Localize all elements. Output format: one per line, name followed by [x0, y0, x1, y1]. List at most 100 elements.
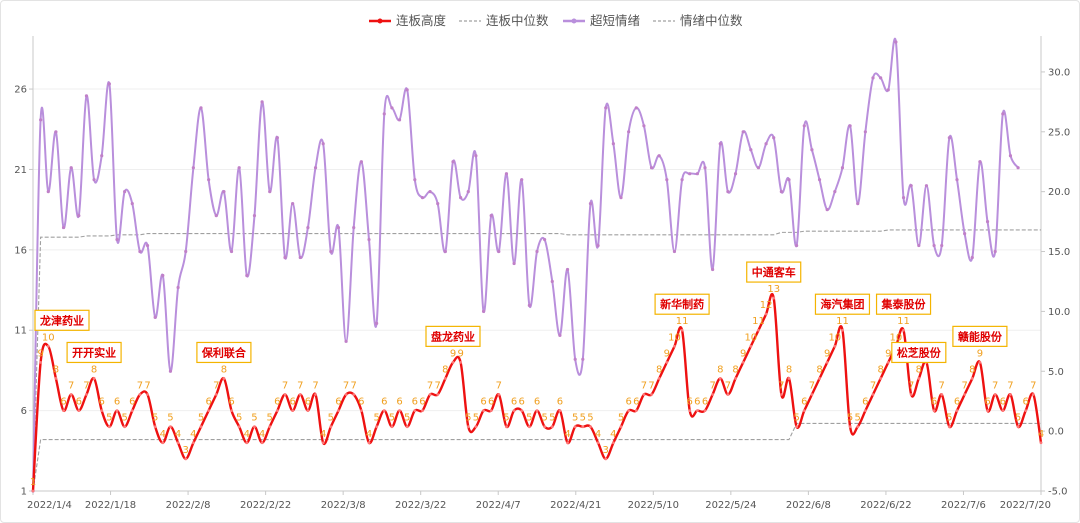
sentiment-point	[313, 166, 318, 170]
board-height-label: 6	[412, 397, 418, 408]
y-right-tick-label: 15.0	[1048, 247, 1070, 258]
board-height-label: 7	[282, 381, 288, 392]
board-median-line	[32, 422, 1041, 492]
board-height-label: 10	[744, 332, 757, 343]
board-height-label: 7	[343, 381, 349, 392]
sentiment-point	[512, 261, 516, 266]
board-height-label: 4	[320, 429, 326, 440]
legend-item[interactable]: 超短情绪	[563, 13, 640, 28]
board-height-label: 7	[725, 381, 731, 392]
board-height-label: 9	[37, 348, 43, 359]
board-height-label: 6	[335, 397, 341, 408]
sentiment-point	[947, 136, 951, 140]
board-height-label: 6	[511, 397, 517, 408]
sentiment-point	[39, 118, 43, 122]
board-height-point	[1009, 393, 1012, 396]
sentiment-point	[321, 142, 325, 146]
x-tick-label: 2022/5/24	[705, 500, 756, 511]
legend-item[interactable]: 情绪中位数	[653, 13, 743, 28]
sentiment-point	[222, 190, 226, 194]
annotation-label: 保利联合	[201, 345, 247, 359]
sentiment-point	[550, 279, 554, 284]
annotation: 海汽集团	[814, 293, 871, 315]
sentiment-point	[191, 166, 195, 170]
board-height-point	[718, 377, 722, 380]
board-height-point	[130, 409, 134, 413]
x-tick-label: 2022/1/4	[27, 500, 72, 511]
board-height-label: 6	[274, 397, 280, 408]
board-height-label: 7	[351, 381, 357, 392]
sentiment-point	[252, 214, 257, 218]
board-height-label: 8	[221, 364, 227, 375]
board-height-point	[566, 441, 569, 445]
board-height-point	[520, 409, 524, 413]
board-height-point	[489, 409, 493, 413]
board-height-label: 5	[618, 413, 624, 424]
board-height-point	[596, 441, 600, 445]
x-tick-label: 2022/4/7	[476, 500, 521, 511]
legend-item[interactable]: 连板中位数	[459, 13, 549, 28]
sentiment-point	[397, 118, 402, 122]
board-height-label: 4	[244, 429, 250, 440]
board-height-label: 9	[885, 348, 891, 359]
board-height-point	[879, 377, 883, 380]
annotation-label: 集泰股份	[881, 297, 927, 311]
board-height-point	[779, 393, 783, 396]
sentiment-point	[298, 255, 302, 260]
board-height-point	[31, 489, 35, 493]
board-height-point	[535, 409, 539, 413]
sentiment-point	[894, 40, 898, 44]
board-height-label: 6	[557, 397, 563, 408]
board-height-label: 8	[916, 364, 922, 375]
board-height-point	[940, 393, 944, 396]
board-height-label: 8	[717, 364, 723, 375]
board-height-label: 7	[213, 381, 219, 392]
sentiment-point	[649, 166, 654, 170]
legend-label: 超短情绪	[590, 13, 640, 28]
board-height-point	[970, 377, 974, 380]
legend-item[interactable]: 连板高度	[369, 13, 447, 28]
annotation-label: 赣能股份	[958, 329, 1003, 343]
sentiment-point	[344, 339, 348, 343]
board-height-point	[107, 425, 111, 429]
sentiment-point	[856, 202, 860, 206]
board-height-point	[115, 409, 119, 413]
y-right-tick-label: 20.0	[1048, 187, 1070, 198]
board-height-label: 7	[908, 381, 914, 392]
sentiment-point	[92, 178, 96, 182]
sentiment-point	[481, 309, 486, 313]
board-height-label: 6	[396, 397, 402, 408]
board-height-label: 7	[427, 381, 433, 392]
board-height-label: 5	[106, 413, 112, 424]
board-height-label: 5	[404, 413, 410, 424]
board-height-point	[497, 393, 501, 396]
annotation-box	[196, 341, 252, 364]
y-left-tick-label: 1	[21, 487, 27, 498]
series-layer	[31, 37, 1043, 493]
board-height-label: 5	[152, 413, 158, 424]
board-height-point	[222, 377, 226, 380]
sentiment-median-line	[32, 229, 1041, 492]
sentiment-point	[848, 124, 852, 128]
sentiment-point	[817, 178, 822, 182]
legend[interactable]: 连板高度 连板中位数 超短情绪 情绪中位数	[369, 13, 743, 28]
legend-label: 情绪中位数	[680, 13, 743, 28]
board-height-point	[390, 425, 394, 429]
board-height-point	[657, 377, 661, 380]
board-height-label: 6	[801, 397, 807, 408]
sentiment-point	[207, 178, 211, 182]
sentiment-point	[69, 166, 73, 170]
sentiment-point	[329, 249, 333, 254]
board-height-label: 7	[648, 381, 654, 392]
annotation-label: 开开实业	[72, 345, 116, 359]
sentiment-point	[970, 255, 974, 260]
board-height-point	[85, 393, 88, 396]
board-height-point	[527, 425, 531, 429]
sentiment-point	[665, 178, 669, 182]
sentiment-point	[420, 196, 425, 200]
board-height-point	[352, 393, 356, 396]
board-height-point	[688, 409, 692, 413]
board-height-label: 4	[610, 429, 616, 440]
sentiment-point	[54, 130, 58, 134]
board-height-label: 5	[847, 413, 853, 424]
